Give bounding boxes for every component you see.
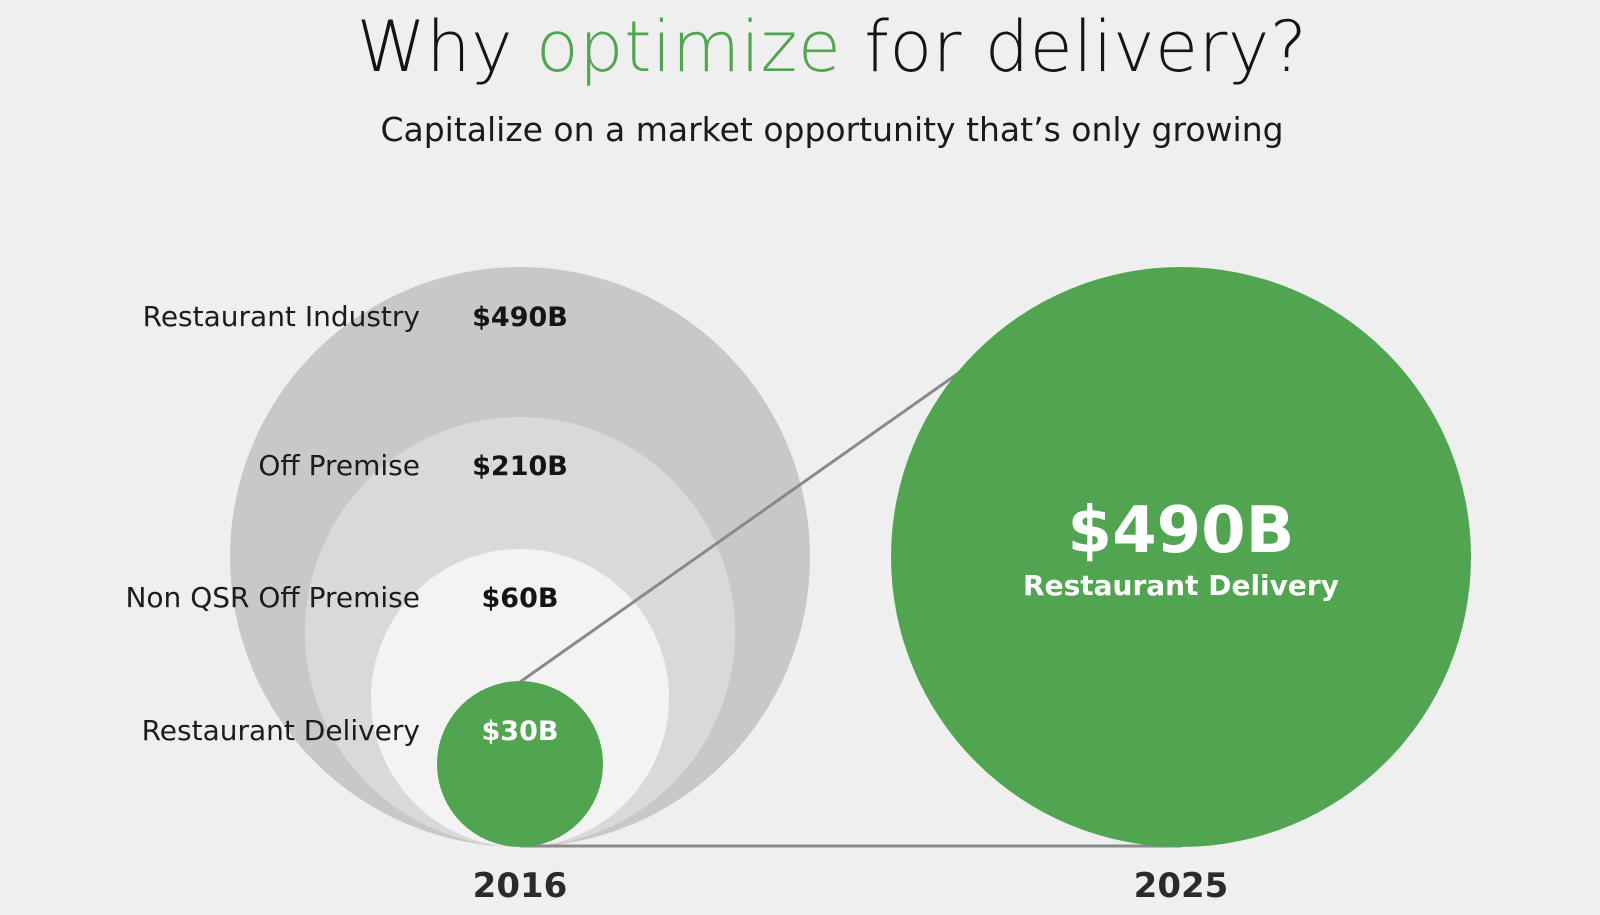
bubble-restaurant-delivery-2016 (437, 681, 603, 847)
page-subtitle: Capitalize on a market opportunity that’… (380, 110, 1284, 149)
segment-value-restaurant-industry: $490B (472, 302, 568, 333)
bubble-restaurant-delivery-2025 (891, 267, 1471, 847)
title-accent-word: optimize (535, 6, 842, 88)
connector-line-top (519, 370, 961, 684)
year-label-2016: 2016 (473, 866, 568, 906)
page-title: Why optimize for delivery? (0, 6, 1600, 88)
year-label-2025: 2025 (1134, 866, 1229, 906)
segment-value-restaurant-delivery-2025: $490B (1068, 494, 1295, 568)
segment-value-restaurant-delivery-2016: $30B (482, 716, 559, 747)
segment-label-non-qsr-off-premise: Non QSR Off Premise (125, 581, 420, 614)
segment-value-non-qsr-off-premise: $60B (482, 583, 559, 614)
title-suffix: for delivery? (841, 6, 1308, 88)
segment-label-restaurant-delivery-2025: Restaurant Delivery (1023, 569, 1339, 602)
segment-label-off-premise: Off Premise (258, 449, 420, 482)
segment-value-off-premise: $210B (472, 451, 568, 482)
title-prefix: Why (356, 6, 536, 88)
segment-label-restaurant-industry: Restaurant Industry (143, 300, 420, 333)
segment-label-restaurant-delivery-2016: Restaurant Delivery (142, 714, 420, 747)
